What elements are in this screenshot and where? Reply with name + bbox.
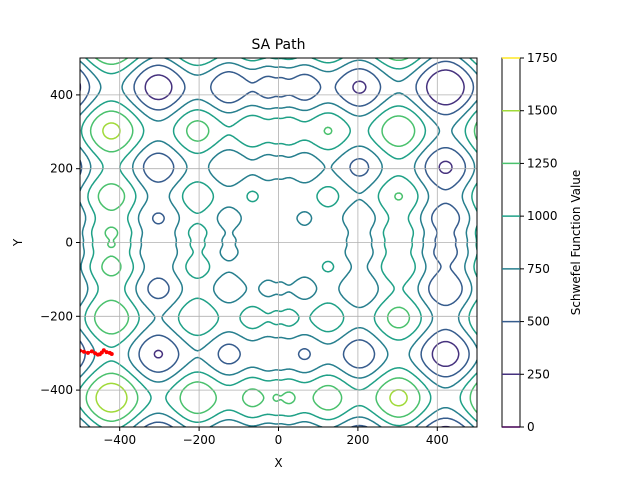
- colorbar-tick-label: 250: [527, 367, 550, 381]
- y-tick-label: −200: [40, 309, 73, 323]
- contour-level-1500: [95, 122, 408, 413]
- x-axis-label: X: [274, 456, 282, 470]
- colorbar-frame: [501, 57, 521, 428]
- sa-path-point: [89, 349, 94, 354]
- colorbar-tick-label: 1250: [527, 156, 558, 170]
- colorbar-tick-label: 750: [527, 262, 550, 276]
- y-axis: −400 −200 0 200 400: [40, 88, 80, 397]
- colorbar-tick-label: 500: [527, 315, 550, 329]
- sa-path-point: [85, 350, 90, 355]
- x-tick-label: 0: [275, 433, 283, 447]
- contour-lines: [80, 58, 477, 427]
- chart-title: SA Path: [252, 37, 306, 53]
- sa-path-point: [104, 350, 109, 355]
- x-tick-label: 400: [426, 433, 449, 447]
- sa-path-layer: [80, 348, 114, 357]
- grid-lines: [80, 58, 477, 427]
- x-tick-label: 200: [346, 433, 369, 447]
- y-tick-label: 0: [65, 236, 73, 250]
- contour-level-250: [80, 69, 465, 427]
- y-tick-label: −400: [40, 383, 73, 397]
- sa-path-point: [109, 351, 114, 356]
- contour-level-1250: [85, 58, 477, 422]
- colorbar-tick-label: 1750: [527, 51, 558, 65]
- colorbar-tick-label: 0: [527, 420, 535, 434]
- colorbar-tick-label: 1000: [527, 209, 558, 223]
- x-tick-label: −200: [183, 433, 216, 447]
- colorbar-label: Schwefel Function Value: [569, 170, 583, 316]
- contour-level-750: [80, 58, 477, 427]
- sa-path-point: [81, 349, 86, 354]
- y-tick-label: 400: [50, 88, 73, 102]
- colorbar-tick-label: 1500: [527, 104, 558, 118]
- y-axis-label: Y: [11, 238, 25, 247]
- colorbar: 0 250 500 750 1000 1250 1500 1750: [501, 51, 558, 434]
- x-tick-label: −400: [103, 433, 136, 447]
- y-tick-label: 200: [50, 162, 73, 176]
- contour-level-1000: [80, 58, 477, 427]
- x-axis: −400 −200 0 200 400: [103, 427, 449, 447]
